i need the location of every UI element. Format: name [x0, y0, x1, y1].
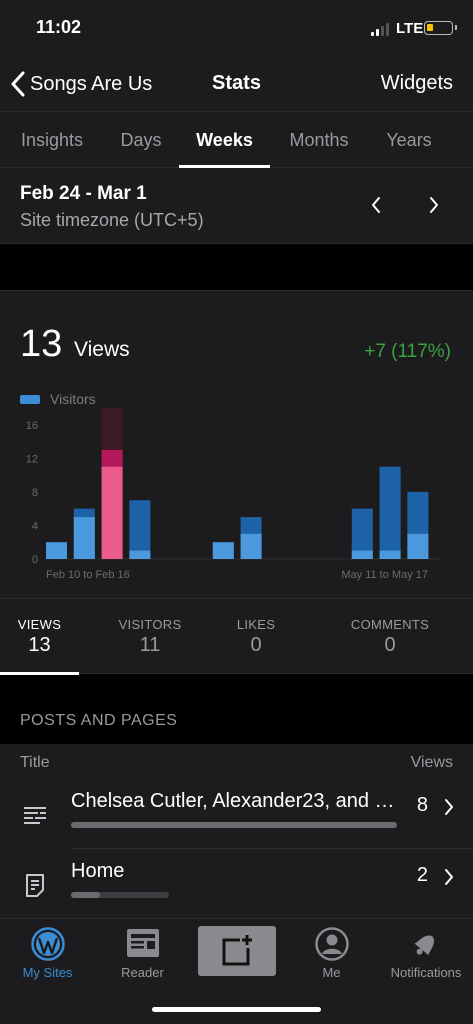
status-bar: 11:02 LTE [0, 0, 473, 58]
timezone-label: Site timezone (UTC+5) [20, 210, 204, 230]
chart-bar-visitors [73, 517, 95, 559]
chart-bar-visitors [212, 542, 234, 559]
tab-reader[interactable]: Reader [95, 919, 190, 985]
bell-icon [414, 935, 434, 956]
y-tick-label: 8 [32, 487, 38, 499]
views-card: 13 Views +7 (117%) Visitors 0 4 8 12 16 Feb 1… [0, 290, 473, 598]
page-icon [26, 874, 44, 897]
date-range-header: Feb 24 - Mar 1 Site timezone (UTC+5) [0, 168, 473, 244]
summary-label: VISITORS [118, 617, 182, 632]
compose-icon [222, 935, 252, 966]
column-header-title: Title [20, 754, 50, 771]
stats-summary-tabs: VIEWS 13 VISITORS 11 LIKES 0 COMMENTS 0 [0, 598, 473, 675]
tab-days[interactable]: Days [120, 130, 162, 150]
tab-months[interactable]: Months [289, 130, 349, 150]
summary-label: LIKES [236, 617, 276, 632]
chart-bar-visitors [407, 533, 429, 559]
period-tabs: Insights Days Weeks Months Years [0, 112, 473, 168]
bottom-tab-bar: My Sites Reader Me Not [0, 918, 473, 1024]
back-button[interactable]: Songs Are Us [10, 68, 152, 100]
column-header-views: Views [410, 754, 453, 771]
summary-value: 11 [139, 634, 161, 656]
page-title: Stats [212, 72, 261, 94]
row-title: Home [71, 860, 125, 882]
y-tick-label: 4 [32, 520, 38, 532]
compose-button[interactable] [198, 926, 276, 976]
date-range: Feb 24 - Mar 1 [20, 183, 147, 204]
x-tick-label: May 11 to May 17 [341, 569, 428, 581]
chevron-right-icon [430, 197, 438, 213]
y-tick-label: 0 [32, 554, 38, 566]
chevron-left-icon [372, 197, 380, 213]
chevron-right-icon [445, 799, 453, 815]
summary-value: 13 [28, 634, 51, 656]
chart-bar-visitors [46, 542, 67, 559]
chart-bar-visitors [240, 533, 262, 559]
tab-notifications[interactable]: Notifications [379, 919, 473, 985]
summary-label: VIEWS [17, 617, 62, 632]
chart-bar-views [379, 466, 401, 559]
row-title: Chelsea Cutler, Alexander23, and more [71, 790, 401, 812]
wordpress-icon [30, 927, 65, 961]
battery-level [427, 24, 433, 31]
summary-value: 0 [384, 634, 396, 656]
chart-bar-visitors [129, 550, 151, 559]
chevron-left-icon [11, 71, 25, 97]
views-bar-chart[interactable]: 0 4 8 12 16 Feb 10 to Feb 16 May 11 to May 17 [0, 406, 473, 586]
views-label: Views [74, 338, 130, 361]
tab-label: Notifications [390, 965, 462, 980]
posts-table: Title Views Chelsea Cutler, Alexander23,… [0, 744, 473, 918]
row-views: 2 [416, 864, 428, 886]
row-views: 8 [416, 794, 428, 816]
table-row[interactable]: Chelsea Cutler, Alexander23, and more 8 [0, 780, 473, 850]
chart-bar-views [129, 500, 151, 559]
tab-my-sites[interactable]: My Sites [0, 919, 95, 985]
row-views-bar [71, 822, 397, 828]
views-count: 13 [20, 323, 63, 365]
back-label: Songs Are Us [30, 72, 153, 95]
next-period-button[interactable] [417, 188, 451, 222]
tab-label: My Sites [22, 965, 73, 980]
tab-insights[interactable]: Insights [20, 130, 84, 150]
tab-weeks[interactable]: Weeks [179, 112, 270, 168]
section-title: POSTS AND PAGES [20, 712, 178, 729]
cellular-signal-icon [371, 22, 393, 36]
chart-legend: Visitors [20, 391, 96, 407]
profile-icon [314, 927, 349, 961]
chevron-right-icon [445, 869, 453, 885]
tab-label: Reader [121, 965, 164, 980]
reader-icon [126, 929, 159, 957]
post-lines-icon [24, 807, 46, 824]
x-tick-label: Feb 10 to Feb 16 [46, 569, 130, 581]
chart-bar-visitors [379, 550, 401, 559]
previous-period-button[interactable] [359, 188, 393, 222]
network-type: LTE [396, 20, 424, 37]
battery-icon [424, 21, 457, 35]
legend-label-visitors: Visitors [50, 391, 96, 407]
home-indicator [152, 1007, 321, 1012]
summary-tab-likes[interactable]: LIKES 0 [220, 599, 292, 675]
summary-label: COMMENTS [350, 617, 430, 632]
chart-bar-views [351, 508, 373, 559]
summary-value: 0 [250, 634, 262, 656]
views-change: +7 (117%) [364, 341, 451, 362]
row-views-bar [71, 892, 169, 898]
chart-bar-visitors [351, 550, 373, 559]
widgets-button[interactable]: Widgets [380, 72, 453, 94]
summary-tab-views[interactable]: VIEWS 13 [0, 599, 79, 675]
tab-me[interactable]: Me [284, 919, 379, 985]
summary-tab-comments[interactable]: COMMENTS 0 [335, 599, 445, 675]
y-tick-label: 16 [26, 420, 38, 432]
legend-swatch-visitors [20, 394, 40, 404]
y-tick-label: 12 [26, 453, 38, 465]
chart-bar-visitors [101, 466, 123, 559]
status-time: 11:02 [36, 17, 82, 37]
tab-years[interactable]: Years [386, 130, 432, 150]
tab-label: Me [322, 965, 341, 980]
summary-tab-visitors[interactable]: VISITORS 11 [105, 599, 195, 675]
table-row[interactable]: Home 2 [0, 850, 473, 920]
navigation-bar: Songs Are Us Stats Widgets [0, 58, 473, 112]
